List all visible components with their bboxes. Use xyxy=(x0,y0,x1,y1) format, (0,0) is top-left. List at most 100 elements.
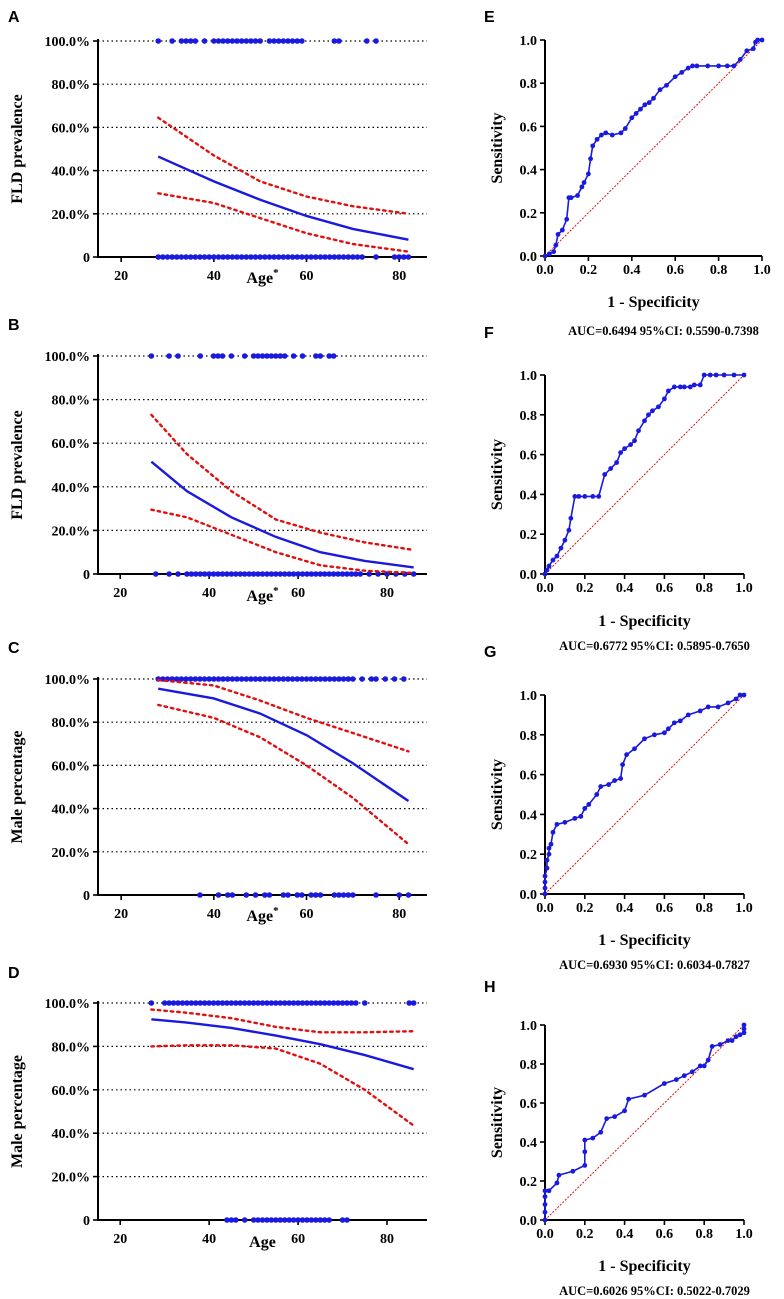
upper-ci-line xyxy=(150,413,415,552)
data-point-0 xyxy=(188,571,195,577)
data-point-100 xyxy=(188,1000,195,1006)
data-point-100 xyxy=(173,676,180,682)
data-point-0 xyxy=(336,254,342,260)
roc-point xyxy=(705,1057,711,1063)
panel-f: F 0.0 0.2 0.4 0.6 0.8 1.0 0.0 0.2 0.4 0.6 0.8 1.0 1 -… xyxy=(484,325,753,653)
roc-point xyxy=(629,115,635,121)
data-point-100 xyxy=(264,353,270,359)
data-point-100 xyxy=(317,1000,324,1006)
roc-point xyxy=(737,1032,743,1038)
data-point-100 xyxy=(294,676,301,682)
data-point-100 xyxy=(271,38,277,44)
roc-point xyxy=(744,48,750,54)
data-point-100 xyxy=(197,676,203,682)
roc-point xyxy=(681,384,687,390)
y-tick-label: 0.6 xyxy=(520,120,538,135)
y-tick-label: 80.0% xyxy=(52,716,91,731)
roc-point xyxy=(697,708,703,714)
x-axis-label: 1 - Specificity xyxy=(598,1258,690,1275)
x-tick-label: 40 xyxy=(207,269,221,284)
data-point-0 xyxy=(344,1217,350,1223)
data-point-100 xyxy=(271,676,277,682)
data-point-100 xyxy=(331,38,338,44)
data-point-100 xyxy=(148,353,155,359)
x-axis-label-superscript: * xyxy=(273,267,279,279)
y-tick-label: 0.6 xyxy=(520,1097,538,1112)
data-point-0 xyxy=(313,1217,319,1223)
data-point-100 xyxy=(166,353,172,359)
data-point-0 xyxy=(317,254,324,260)
data-point-0 xyxy=(339,571,346,577)
data-point-100 xyxy=(273,353,279,359)
data-point-100 xyxy=(243,38,250,44)
data-point-0 xyxy=(233,571,239,577)
data-point-0 xyxy=(345,254,352,260)
data-point-100 xyxy=(312,676,319,682)
auc-label: AUC=0.6930 95%CI: 0.6034-0.7827 xyxy=(559,958,750,972)
roc-point xyxy=(556,1172,562,1178)
data-point-100 xyxy=(234,676,240,682)
x-axis-label: Age* xyxy=(246,267,279,287)
panel-c: C 20 40 60 80 0 20.0% 40.0% 60.0% 80.0% 100.0% Age*… xyxy=(8,640,427,925)
y-tick-label: 0 xyxy=(83,889,90,904)
y-tick-label: 0.2 xyxy=(520,207,538,222)
roc-point xyxy=(709,1044,715,1049)
data-point-100 xyxy=(179,1000,186,1006)
roc-point xyxy=(657,87,663,93)
data-point-100 xyxy=(257,38,263,44)
roc-point xyxy=(685,712,691,718)
roc-point xyxy=(612,778,618,783)
roc-point xyxy=(614,460,620,465)
roc-point xyxy=(672,74,678,80)
roc-point xyxy=(542,1217,548,1223)
roc-point xyxy=(553,242,559,248)
data-point-0 xyxy=(313,571,319,577)
data-point-100 xyxy=(215,676,222,682)
y-tick-label: 0 xyxy=(83,251,90,266)
lower-ci-line xyxy=(157,192,410,253)
roc-point xyxy=(582,1149,588,1155)
y-tick-label: 60.0% xyxy=(52,121,91,136)
roc-point xyxy=(707,372,713,378)
x-tick-label: 20 xyxy=(113,586,127,601)
data-point-100 xyxy=(234,38,240,44)
roc-point xyxy=(705,63,711,69)
y-tick-label: 60.0% xyxy=(52,1084,91,1099)
y-tick-label: 0.8 xyxy=(520,1058,538,1073)
data-point-100 xyxy=(382,676,389,682)
data-point-100 xyxy=(201,1000,208,1006)
data-point-0 xyxy=(271,254,277,260)
data-point-100 xyxy=(277,353,284,359)
data-point-0 xyxy=(252,892,259,898)
data-point-0 xyxy=(178,254,185,260)
data-point-0 xyxy=(233,1217,239,1223)
data-point-0 xyxy=(201,571,208,577)
data-point-0 xyxy=(224,892,231,898)
panel-letter: B xyxy=(8,317,20,334)
data-point-100 xyxy=(248,676,254,682)
y-axis-label: FLD prevalence xyxy=(9,94,26,203)
data-point-0 xyxy=(237,571,244,577)
data-point-100 xyxy=(406,1000,413,1006)
roc-point xyxy=(622,446,627,452)
data-point-100 xyxy=(344,1000,350,1006)
roc-point xyxy=(622,1108,627,1114)
data-point-100 xyxy=(322,676,328,682)
roc-point xyxy=(725,700,731,706)
roc-point xyxy=(701,1063,707,1069)
data-point-100 xyxy=(289,38,296,44)
data-point-0 xyxy=(246,571,252,577)
data-point-100 xyxy=(237,1000,244,1006)
x-tick-label: 0.2 xyxy=(580,263,598,278)
y-tick-label: 20.0% xyxy=(52,208,91,223)
y-tick-label: 60.0% xyxy=(52,437,91,452)
roc-point xyxy=(697,1063,703,1069)
roc-point xyxy=(604,1116,610,1121)
data-point-100 xyxy=(280,676,287,682)
y-tick-label: 100.0% xyxy=(45,350,91,365)
data-point-100 xyxy=(335,1000,341,1006)
x-tick-label: 40 xyxy=(202,586,216,601)
upper-ci-line xyxy=(150,1008,415,1034)
data-point-0 xyxy=(277,1217,284,1223)
data-point-0 xyxy=(326,1217,332,1223)
